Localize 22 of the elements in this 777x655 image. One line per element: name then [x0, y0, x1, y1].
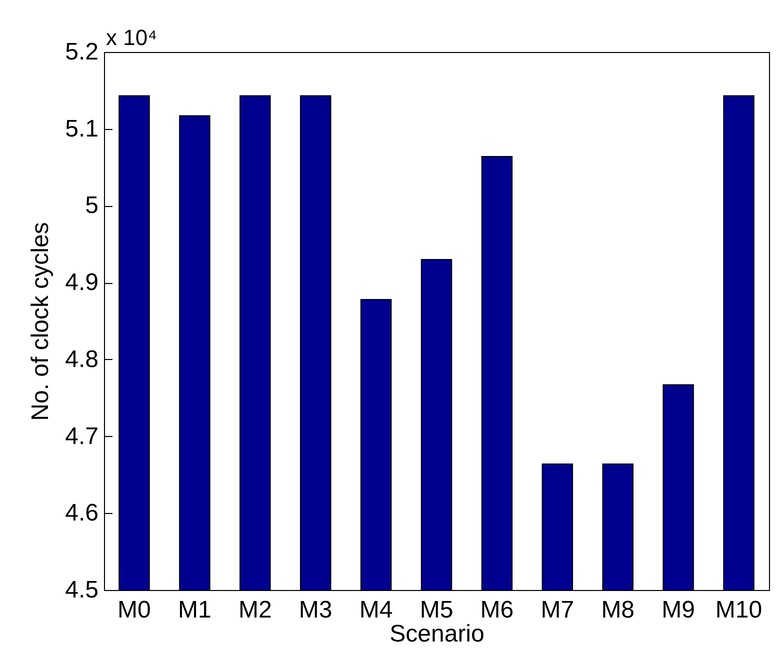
- x-tick-label: M7: [540, 596, 574, 624]
- y-axis-title: No. of clock cycles: [27, 222, 54, 421]
- y-tick-label: 4.9: [65, 269, 98, 296]
- y-tick-label: 5.2: [65, 38, 98, 66]
- y-tick-label: 4.5: [65, 576, 98, 604]
- x-tick-label: M6: [480, 596, 514, 624]
- x-tick-label: M5: [420, 596, 454, 624]
- x-tick-label: M10: [715, 596, 762, 624]
- x-tick-label: M9: [662, 596, 695, 624]
- x-tick-label: M2: [238, 596, 272, 624]
- x-tick-label: M1: [178, 596, 212, 624]
- y-tick-label: 5: [85, 192, 98, 220]
- y-tick-label: 4.8: [65, 346, 98, 373]
- text: x 10⁴: [106, 25, 158, 50]
- x-tick-label: M0: [118, 596, 151, 624]
- x-tick-label: M3: [298, 596, 332, 624]
- x-tick-label: M4: [359, 596, 393, 624]
- y-tick-label: 4.6: [65, 500, 98, 527]
- y-tick-label: 5.1: [65, 115, 98, 142]
- y-tick-label: 4.7: [65, 422, 98, 450]
- x-axis-title: Scenario: [390, 620, 484, 648]
- x-tick-label: M8: [601, 596, 635, 624]
